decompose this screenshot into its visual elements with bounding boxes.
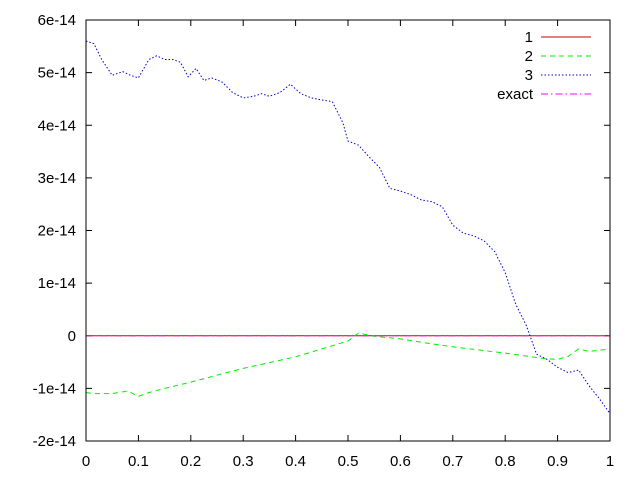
y-tick-label: 5e-14 (38, 65, 76, 82)
series-line-2 (85, 332, 611, 397)
x-tick-label: 0.9 (547, 453, 568, 470)
y-tick-label: -1e-14 (33, 380, 76, 397)
y-tick-label: 1e-14 (38, 275, 76, 292)
legend-label: 1 (525, 29, 533, 46)
y-tick-label: 4e-14 (38, 117, 76, 134)
plot-series (85, 40, 611, 414)
legend-label: 2 (525, 48, 533, 65)
x-tick-label: 0.4 (285, 453, 306, 470)
x-tick-label: 0.1 (128, 453, 149, 470)
x-tick-label: 0.2 (180, 453, 201, 470)
x-tick-label: 0.3 (233, 453, 254, 470)
x-tick-label: 0.6 (390, 453, 411, 470)
x-tick-label: 0 (82, 453, 90, 470)
x-tick-label: 0.8 (495, 453, 516, 470)
y-tick-label: -2e-14 (33, 433, 76, 450)
plot-frame (85, 19, 611, 442)
legend-label: exact (497, 86, 534, 103)
legend-label: 3 (525, 67, 533, 84)
chart-legend: 1 2 3 exact (497, 29, 591, 103)
x-tick-label: 1 (606, 453, 614, 470)
y-tick-label: 0 (68, 328, 76, 345)
y-tick-label: 6e-14 (38, 12, 76, 29)
x-tick-label: 0.5 (338, 453, 359, 470)
y-tick-label: 3e-14 (38, 170, 76, 187)
axis-ticks: 0 0.1 0.2 0.3 0.4 0.5 0.6 0.7 0.8 0.9 1 -2e-14 -1e-1… (33, 12, 615, 470)
y-tick-label: 2e-14 (38, 223, 76, 240)
x-tick-label: 0.7 (442, 453, 463, 470)
